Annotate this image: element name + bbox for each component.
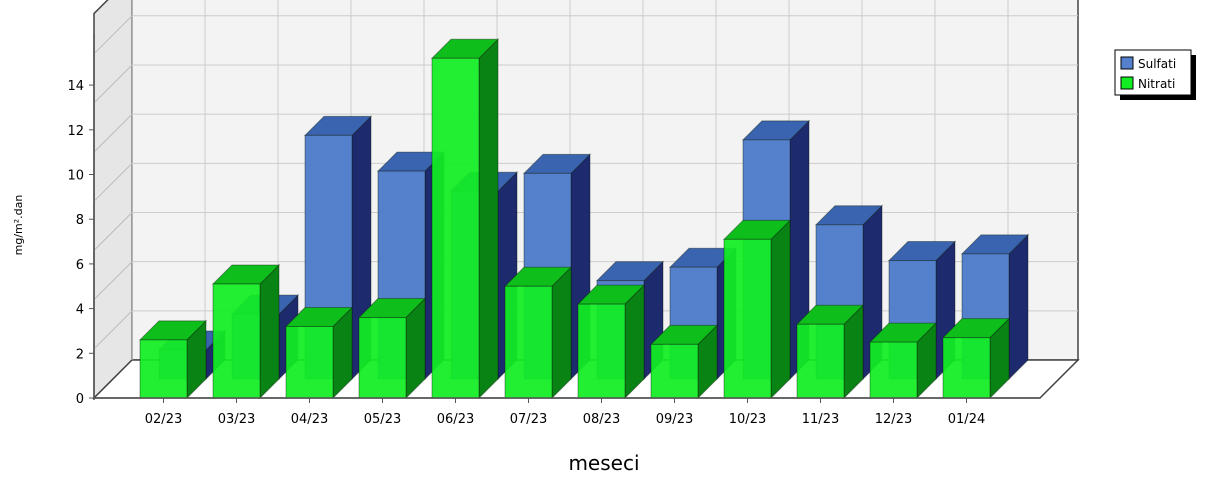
grid-line-side xyxy=(93,15,133,55)
y-tick-label: 10 xyxy=(67,169,84,184)
bar-front xyxy=(431,57,480,399)
bar-nitrati-05/23 xyxy=(357,297,427,400)
bar-nitrati-07/23 xyxy=(503,266,573,400)
x-tick-label: 10/23 xyxy=(729,412,766,427)
bar-side xyxy=(259,263,280,400)
x-axis-label: meseci xyxy=(568,451,639,475)
y-tick-label: 14 xyxy=(67,79,84,94)
x-tick-label: 05/23 xyxy=(364,412,401,427)
x-tick-label: 03/23 xyxy=(218,412,255,427)
legend-label-nitrati: Nitrati xyxy=(1138,77,1175,91)
bar-front xyxy=(212,283,261,399)
bar-front xyxy=(723,238,772,399)
x-axis-ticks: 02/23 03/23 04/23 05/23 06/23 07/23 08/23 09/23… xyxy=(94,397,1040,427)
grid-line-side xyxy=(93,64,133,104)
bar-side xyxy=(770,219,791,400)
bar-front xyxy=(869,341,918,399)
bar-side xyxy=(478,38,499,400)
x-tick-label: 06/23 xyxy=(437,412,474,427)
x-tick-label: 11/23 xyxy=(802,412,839,427)
y-axis-ticks: 0 2 4 6 8 10 12 14 xyxy=(67,33,95,407)
legend: Sulfati Nitrati xyxy=(1114,49,1196,100)
legend-swatch-nitrati xyxy=(1120,76,1134,90)
y-tick-label: 4 xyxy=(76,303,84,318)
bar-front xyxy=(358,317,407,399)
bar-nitrati-06/23 xyxy=(430,38,500,400)
y-tick-label: 0 xyxy=(76,392,84,407)
grid-line-side xyxy=(93,113,133,153)
x-tick-label: 02/23 xyxy=(145,412,182,427)
bar-front xyxy=(796,323,845,399)
bar-side xyxy=(551,266,572,400)
grid-line-side xyxy=(93,212,133,251)
bar-nitrati-04/23 xyxy=(284,306,354,400)
y-tick-label: 6 xyxy=(76,258,84,273)
y-tick-label: 2 xyxy=(76,347,84,362)
bar-nitrati-11/23 xyxy=(795,304,865,400)
x-tick-label: 07/23 xyxy=(510,412,547,427)
bar-front xyxy=(285,325,334,399)
x-tick-label: 08/23 xyxy=(583,412,620,427)
bar-nitrati-08/23 xyxy=(576,283,646,400)
bar-front xyxy=(577,303,626,399)
bar-side xyxy=(1008,233,1029,381)
x-tick-label: 04/23 xyxy=(291,412,328,427)
grid-line-side xyxy=(93,162,133,202)
grid-line-side xyxy=(93,261,133,301)
bar-front xyxy=(504,285,553,399)
x-tick-label: 09/23 xyxy=(656,412,693,427)
bar-front xyxy=(139,339,188,399)
bar-front xyxy=(942,337,991,399)
bar-nitrati-12/23 xyxy=(868,321,938,400)
bar-nitrati-01/24 xyxy=(941,317,1011,400)
y-tick-label: 12 xyxy=(67,124,84,139)
x-tick-label: 01/24 xyxy=(948,412,985,427)
bar-nitrati-02/23 xyxy=(138,319,208,400)
bar-nitrati-10/23 xyxy=(722,219,792,400)
legend-swatch-sulfati xyxy=(1120,56,1134,70)
legend-label-sulfati: Sulfati xyxy=(1138,57,1176,71)
bar-side xyxy=(624,283,645,400)
bar-front xyxy=(650,343,699,399)
y-axis-label: mg/m².dan xyxy=(12,195,25,256)
x-tick-label: 12/23 xyxy=(875,412,912,427)
bar-nitrati-09/23 xyxy=(649,324,719,400)
side-wall xyxy=(93,0,133,400)
bar-nitrati-03/23 xyxy=(211,263,281,400)
grid-line-side xyxy=(93,310,133,350)
y-tick-label: 8 xyxy=(76,213,84,228)
